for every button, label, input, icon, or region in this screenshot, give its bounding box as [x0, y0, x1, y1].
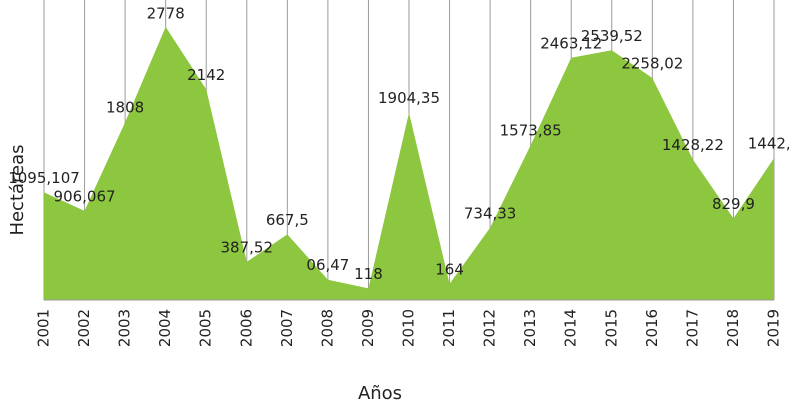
x-tick-label: 2011 — [440, 309, 458, 347]
data-label: 1442,9 — [748, 135, 789, 153]
data-label: 2539,52 — [581, 27, 643, 45]
data-label: 2778 — [147, 5, 185, 23]
x-tick-label: 2006 — [237, 309, 255, 347]
x-axis-label: Años — [358, 383, 402, 404]
x-tick-label: 2003 — [116, 309, 134, 347]
x-tick-label: 2016 — [643, 309, 661, 347]
y-axis-label: Hectáreas — [7, 144, 28, 235]
data-label: 2463,12 — [540, 34, 602, 52]
x-tick-label: 2001 — [35, 309, 53, 347]
data-label: 2142 — [187, 66, 225, 84]
x-tick-label: 2010 — [400, 309, 418, 347]
x-tick-label: 2019 — [765, 309, 783, 347]
data-label: 829,9 — [712, 195, 755, 213]
x-tick-label: 2004 — [156, 309, 174, 347]
x-tick-label: 2005 — [197, 309, 215, 347]
data-label: 2258,02 — [621, 54, 683, 72]
data-label: 667,5 — [266, 211, 309, 229]
x-tick-label: 2014 — [562, 309, 580, 347]
data-label: 734,33 — [464, 204, 517, 222]
x-tick-label: 2009 — [359, 309, 377, 347]
x-tick-label: 2012 — [481, 309, 499, 347]
data-label: 1573,85 — [500, 122, 562, 140]
data-label: 906,067 — [54, 187, 116, 205]
x-tick-label: 2007 — [278, 309, 296, 347]
data-label: 1428,22 — [662, 136, 724, 154]
data-label: 118 — [354, 265, 383, 283]
data-label: 1808 — [106, 99, 144, 117]
data-label: 1904,35 — [378, 89, 440, 107]
x-tick-label: 2002 — [75, 309, 93, 347]
area — [44, 26, 774, 301]
x-tick-label: 2008 — [318, 309, 336, 347]
x-tick-label: 2018 — [724, 309, 742, 347]
x-tick-label: 2013 — [521, 309, 539, 347]
data-label: 06,47 — [306, 256, 349, 274]
x-tick-label: 2015 — [602, 309, 620, 347]
data-label: 164 — [435, 260, 464, 278]
data-label: 1095,107 — [8, 169, 80, 187]
data-label: 387,52 — [221, 238, 274, 256]
x-tick-label: 2017 — [683, 309, 701, 347]
